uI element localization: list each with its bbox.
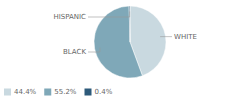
leader-line (160, 36, 172, 37)
legend-swatch (85, 89, 92, 96)
chart: WHITE HISPANIC BLACK 44.4% 55.2% 0.4% (0, 0, 240, 100)
legend-swatch (44, 89, 51, 96)
legend-label: 44.4% (14, 88, 37, 96)
legend-item: 0.4% (85, 88, 113, 96)
slice-label: BLACK (63, 48, 86, 56)
slice-label: HISPANIC (53, 13, 86, 21)
legend: 44.4% 55.2% 0.4% (4, 88, 113, 96)
pie-slice (129, 6, 131, 42)
legend-item: 55.2% (44, 88, 77, 96)
legend-swatch (4, 89, 11, 96)
slice-label: WHITE (174, 33, 197, 41)
legend-label: 0.4% (95, 88, 113, 96)
annotations: WHITE HISPANIC BLACK (53, 11, 196, 56)
leader-line (88, 48, 100, 52)
leader-line (88, 11, 130, 17)
legend-item: 44.4% (4, 88, 37, 96)
legend-label: 55.2% (54, 88, 77, 96)
